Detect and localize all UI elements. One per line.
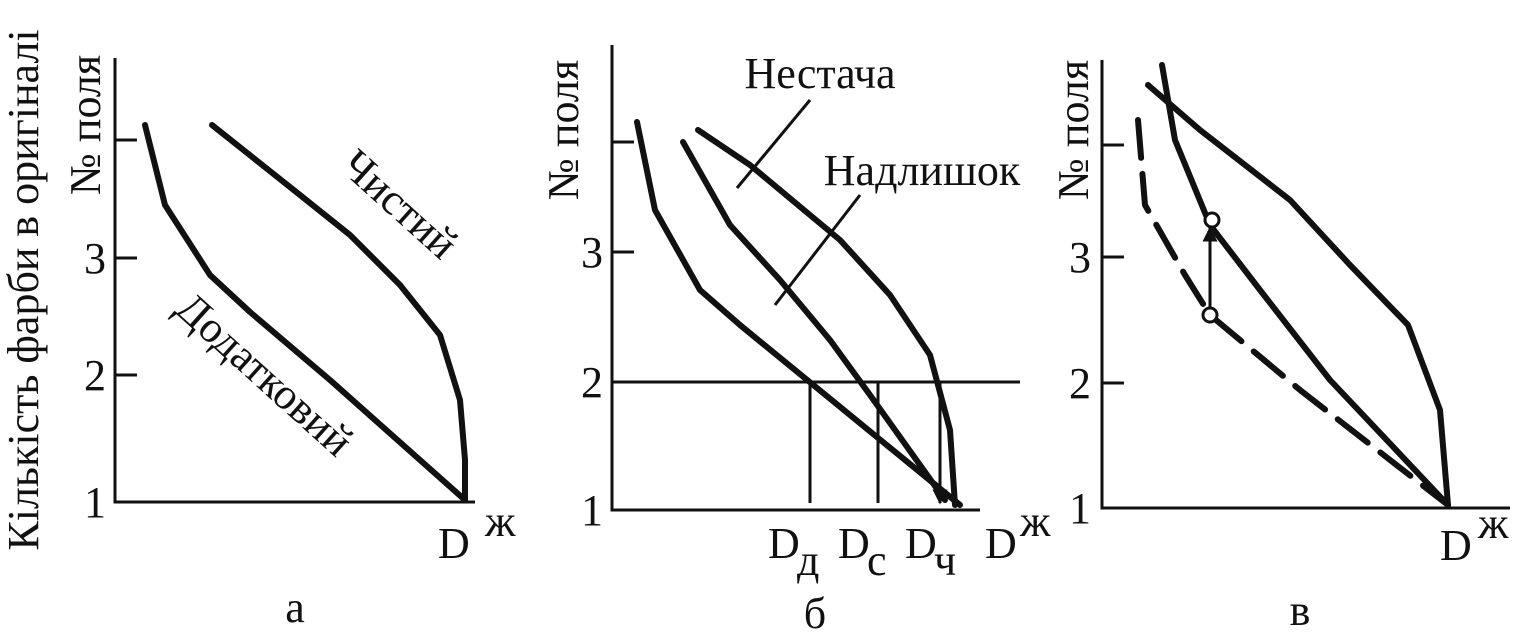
point: [1203, 211, 1221, 229]
curve: [695, 127, 958, 508]
arrows: [808, 382, 940, 503]
panel-c: № поля 3 2 1 D ж в: [1049, 60, 1510, 634]
tick-label: 1: [581, 486, 603, 535]
ticks: [612, 140, 634, 254]
leader-lines: [735, 99, 862, 306]
marker-sub: д: [797, 536, 819, 585]
marker-sub: ч: [934, 536, 956, 585]
tick-label: 2: [84, 351, 106, 400]
marker-label: D: [768, 519, 800, 568]
axes: [610, 45, 980, 512]
axes: [113, 58, 475, 504]
curve: [680, 139, 948, 503]
caption: а: [285, 583, 305, 632]
y-label: № поля: [61, 55, 110, 195]
tick-label: 1: [1069, 484, 1091, 533]
tick-label: 2: [1069, 359, 1091, 408]
tick-label: 3: [1069, 233, 1091, 282]
point: [1201, 306, 1219, 324]
y-label: № поля: [1049, 60, 1098, 200]
curve: [142, 122, 468, 503]
marker-label: D: [905, 519, 937, 568]
x-label: D: [1440, 521, 1472, 570]
ticks: [115, 138, 137, 377]
caption: б: [804, 589, 826, 634]
annotation: Надлишок: [824, 146, 1021, 195]
annotation: Нестача: [744, 49, 895, 98]
marker-label: D: [838, 519, 870, 568]
x-label: D: [985, 519, 1017, 568]
axes: [1100, 60, 1510, 510]
tick-label: 3: [84, 234, 106, 283]
curve: [1145, 82, 1451, 508]
y-label: № поля: [539, 60, 588, 200]
curve: [1159, 62, 1451, 508]
curve-dashed: [1135, 117, 1451, 508]
x-label: D: [438, 519, 470, 568]
ticks: [1102, 143, 1124, 385]
curve: [634, 119, 963, 508]
tick-label: 3: [581, 228, 603, 277]
x-label-sup: ж: [1477, 499, 1509, 548]
curve-label: Додатковий: [167, 282, 363, 465]
curve: [209, 122, 468, 503]
panel-b: № поля 3 2 1 Нестача Надлишок D д D с D …: [539, 45, 1051, 634]
tick-label: 2: [581, 358, 603, 407]
x-label-sup: ж: [484, 497, 516, 546]
tick-label: 1: [84, 478, 106, 527]
y-axis-label: Кількість фарби в оригіналі: [0, 29, 48, 550]
marker-sub: с: [867, 536, 887, 585]
caption: в: [1290, 586, 1311, 634]
curve-label: Чистий: [332, 140, 467, 269]
x-label-sup: ж: [1019, 497, 1051, 546]
panel-a: Кількість фарби в оригіналі № поля 3 2 1…: [0, 29, 516, 632]
